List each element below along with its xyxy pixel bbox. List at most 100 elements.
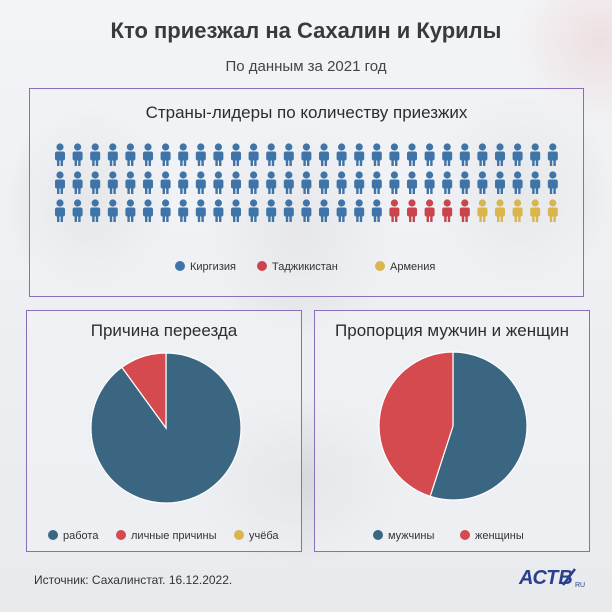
person-icon bbox=[125, 171, 136, 194]
person-icon bbox=[160, 171, 171, 194]
countries-panel: Страны-лидеры по количеству приезжих Кир… bbox=[29, 88, 584, 297]
reason-pie-chart: работа личные причины учёба bbox=[48, 352, 279, 542]
person-icon bbox=[301, 199, 312, 222]
person-icon bbox=[283, 199, 294, 222]
person-icon bbox=[477, 143, 488, 166]
person-icon bbox=[107, 199, 118, 222]
person-icon bbox=[442, 171, 453, 194]
person-icon bbox=[55, 171, 65, 194]
person-icon bbox=[512, 143, 523, 166]
legend-label: Таджикистан bbox=[272, 261, 338, 273]
person-icon bbox=[354, 171, 365, 194]
person-icon bbox=[530, 199, 541, 222]
pie-slice bbox=[121, 352, 167, 430]
reason-chart-title: Причина переезда bbox=[90, 321, 238, 340]
person-icon bbox=[424, 171, 435, 194]
person-icon bbox=[160, 199, 171, 222]
person-icon bbox=[72, 171, 83, 194]
person-icon bbox=[495, 171, 505, 194]
legend-marker bbox=[257, 261, 267, 271]
person-icon bbox=[178, 199, 189, 222]
logo-slash bbox=[562, 568, 576, 586]
pie-slice bbox=[429, 351, 528, 501]
person-icon bbox=[336, 143, 347, 166]
legend-marker bbox=[116, 530, 126, 540]
legend-label: мужчины bbox=[388, 530, 434, 542]
gender-pie-chart: мужчины женщины bbox=[373, 351, 528, 542]
person-icon bbox=[195, 143, 206, 166]
person-icon bbox=[90, 171, 101, 194]
person-icon bbox=[248, 171, 259, 194]
person-icon bbox=[371, 199, 382, 222]
person-icon bbox=[530, 171, 541, 194]
person-icon bbox=[354, 199, 365, 222]
person-icon bbox=[319, 143, 329, 166]
person-icon bbox=[125, 199, 136, 222]
person-icon bbox=[231, 143, 241, 166]
person-icon bbox=[143, 171, 153, 194]
person-icon bbox=[459, 143, 470, 166]
page-title: Кто приезжал на Сахалин и Курилы bbox=[110, 18, 502, 43]
countries-pictogram: Киргизия Таджикистан Армения bbox=[55, 143, 558, 273]
reason-panel: Причина переезда работа личные причины учё… bbox=[26, 310, 302, 552]
person-icon bbox=[283, 143, 294, 166]
person-icon bbox=[143, 199, 153, 222]
astv-logo: АСТВ RU bbox=[518, 567, 585, 589]
legend-marker bbox=[373, 530, 383, 540]
person-icon bbox=[319, 199, 329, 222]
person-icon bbox=[213, 171, 224, 194]
person-icon bbox=[495, 199, 505, 222]
person-icon bbox=[459, 199, 470, 222]
person-icon bbox=[424, 199, 435, 222]
person-icon bbox=[354, 143, 365, 166]
person-icon bbox=[389, 171, 400, 194]
legend-marker bbox=[375, 261, 385, 271]
person-icon bbox=[266, 199, 277, 222]
legend-label: Армения bbox=[390, 261, 435, 273]
person-icon bbox=[301, 171, 312, 194]
person-icon bbox=[389, 199, 400, 222]
person-icon bbox=[512, 199, 523, 222]
person-icon bbox=[407, 143, 417, 166]
person-icon bbox=[213, 199, 224, 222]
logo-suffix: RU bbox=[575, 582, 585, 589]
person-icon bbox=[231, 199, 241, 222]
person-icon bbox=[266, 143, 277, 166]
person-icon bbox=[266, 171, 277, 194]
legend-label: работа bbox=[63, 530, 99, 542]
legend-marker bbox=[234, 530, 244, 540]
person-icon bbox=[213, 143, 224, 166]
person-icon bbox=[336, 171, 347, 194]
person-icon bbox=[477, 171, 488, 194]
legend-label: личные причины bbox=[131, 530, 217, 542]
person-icon bbox=[530, 143, 541, 166]
person-icon bbox=[459, 171, 470, 194]
person-icon bbox=[178, 143, 189, 166]
page-subtitle: По данным за 2021 год bbox=[225, 58, 387, 75]
person-icon bbox=[160, 143, 171, 166]
person-icon bbox=[125, 143, 136, 166]
person-icon bbox=[336, 199, 347, 222]
legend-marker bbox=[48, 530, 58, 540]
person-icon bbox=[231, 171, 241, 194]
person-icon bbox=[442, 199, 453, 222]
source-note: Источник: Сахалинстат. 16.12.2022. bbox=[34, 573, 233, 587]
person-icon bbox=[90, 199, 101, 222]
person-icon bbox=[143, 143, 153, 166]
person-icon bbox=[547, 143, 558, 166]
legend-marker bbox=[175, 261, 185, 271]
person-icon bbox=[72, 199, 83, 222]
gender-chart-title: Пропорция мужчин и женщин bbox=[335, 321, 569, 340]
pie-slice bbox=[378, 351, 454, 498]
legend-label: женщины bbox=[475, 530, 524, 542]
person-icon bbox=[107, 171, 118, 194]
person-icon bbox=[547, 171, 558, 194]
legend-marker bbox=[460, 530, 470, 540]
person-icon bbox=[107, 143, 118, 166]
countries-chart-title: Страны-лидеры по количеству приезжих bbox=[145, 103, 468, 122]
gender-panel: Пропорция мужчин и женщин мужчины женщины bbox=[314, 310, 590, 552]
person-icon bbox=[283, 171, 294, 194]
person-icon bbox=[248, 143, 259, 166]
person-icon bbox=[477, 199, 488, 222]
person-icon bbox=[55, 143, 65, 166]
